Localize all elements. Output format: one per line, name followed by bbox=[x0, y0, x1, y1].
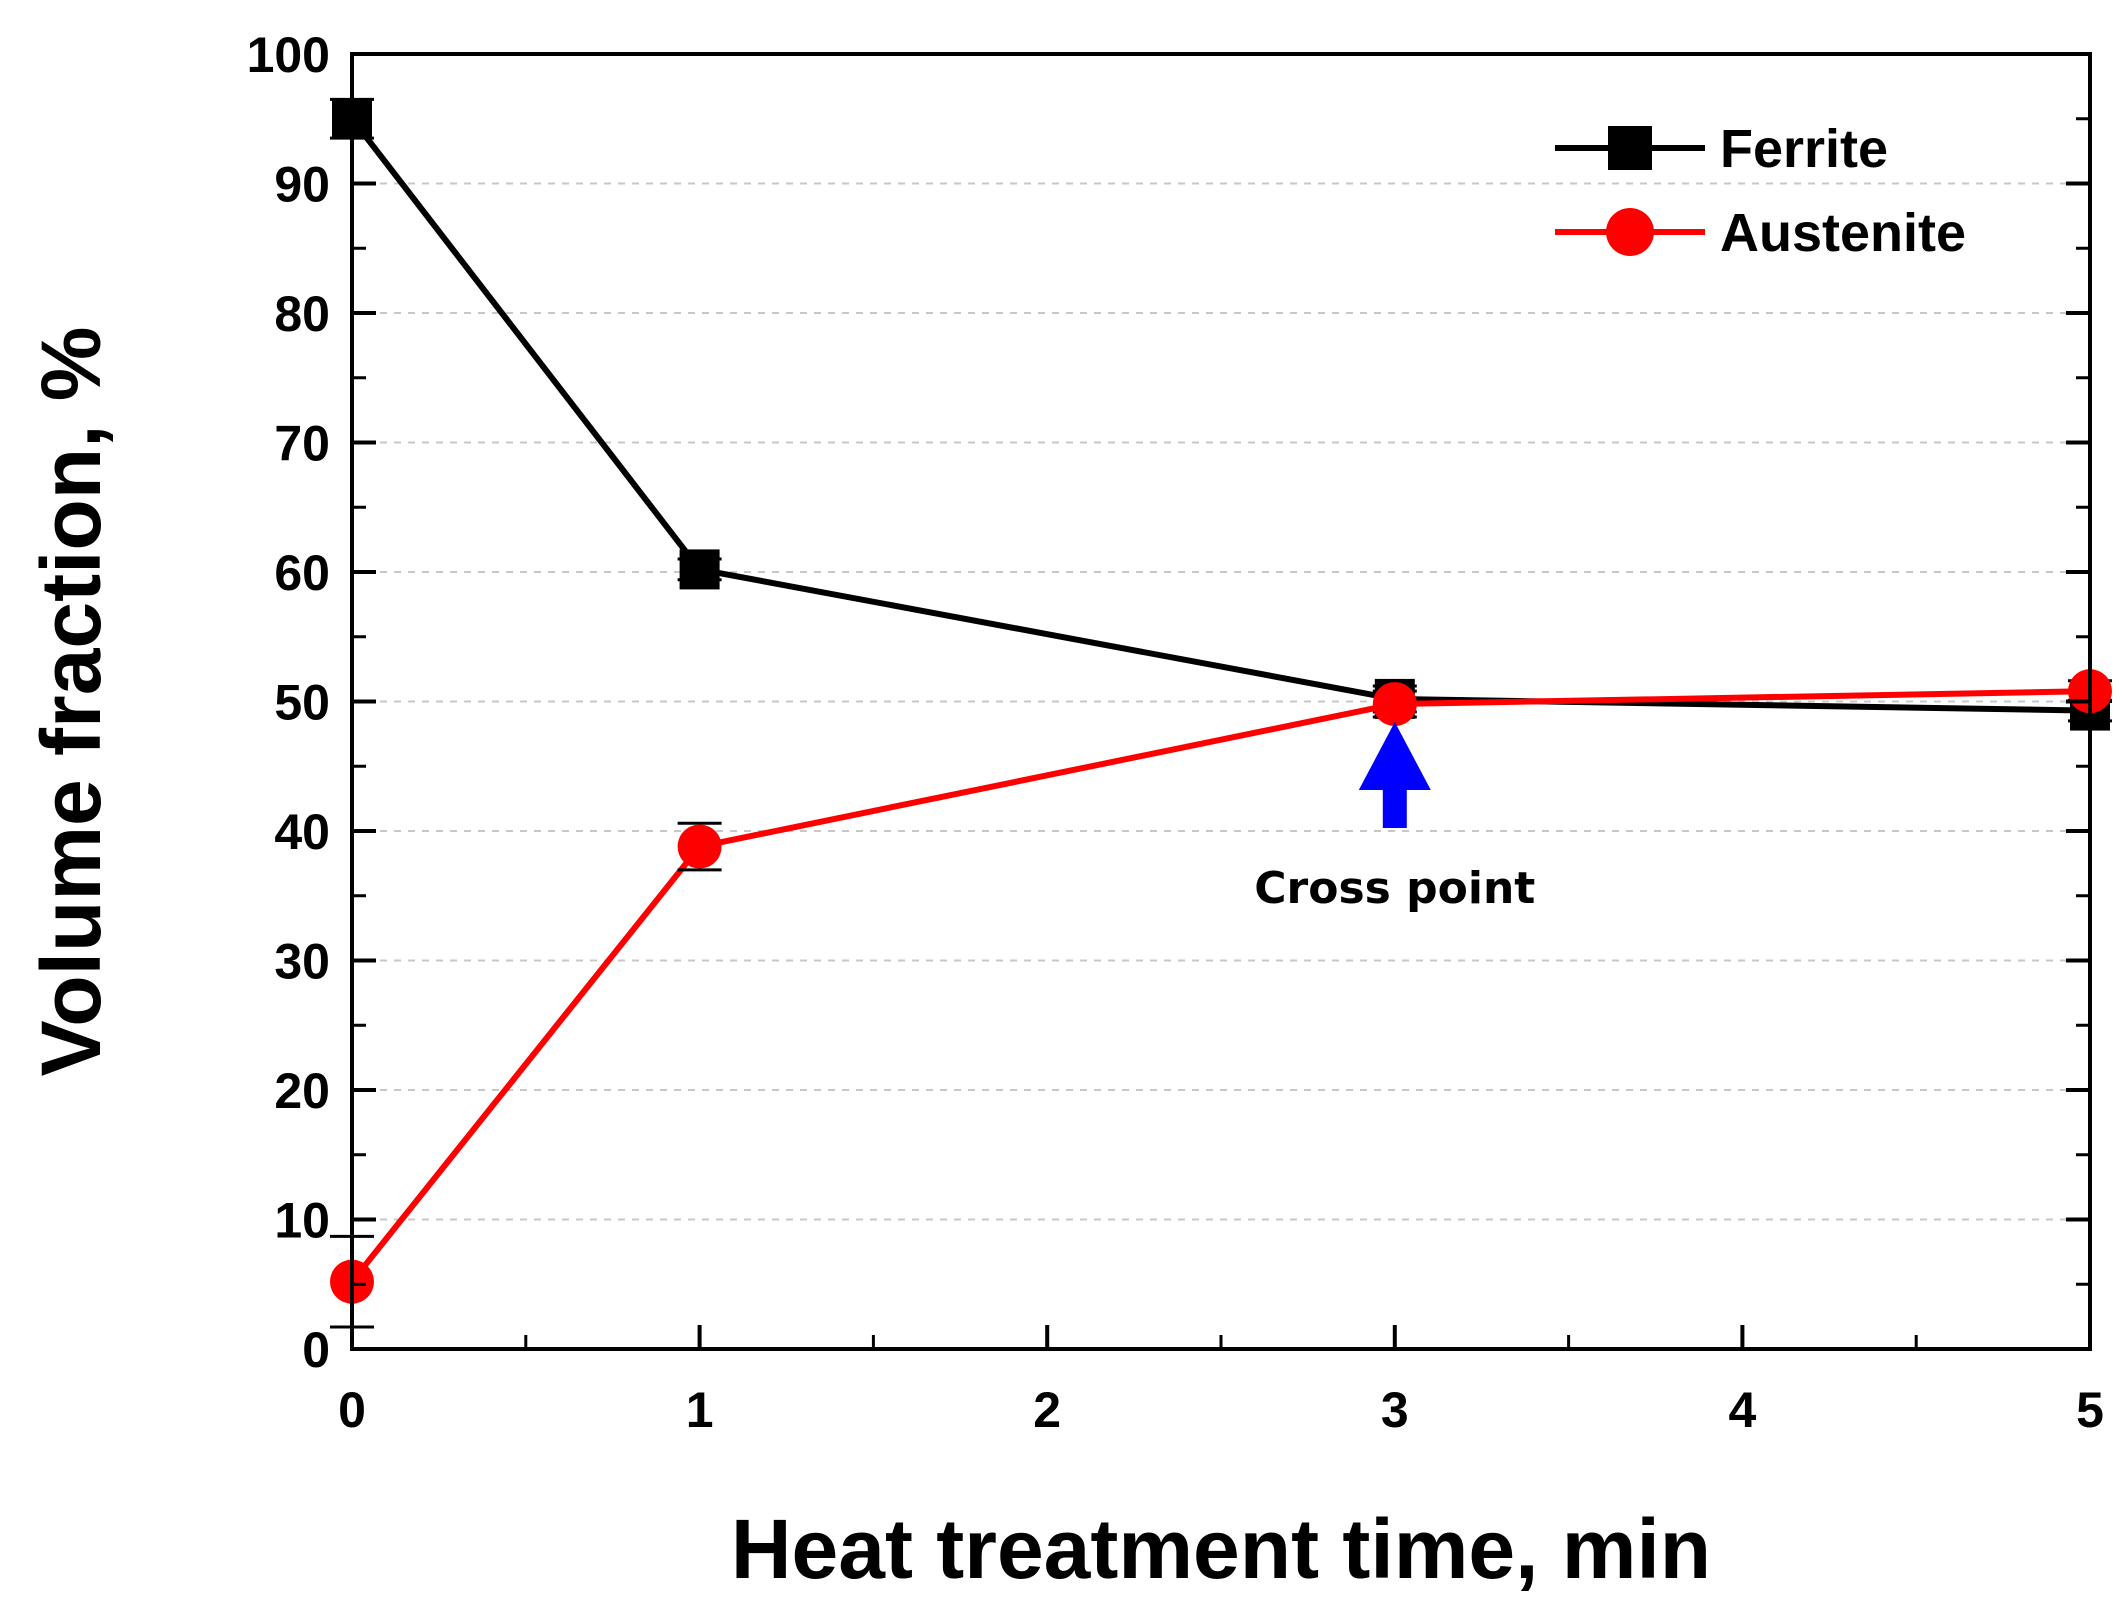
y-tick-label: 100 bbox=[247, 27, 330, 83]
cross-point-label: Cross point bbox=[1254, 863, 1535, 914]
y-tick-label: 30 bbox=[274, 934, 330, 990]
series-layer bbox=[330, 97, 2112, 1329]
cross-point-arrow-shaft bbox=[1382, 788, 1407, 828]
austenite-series-line bbox=[349, 688, 2091, 1284]
y-tick-label: 80 bbox=[274, 286, 330, 342]
austenite-data-point bbox=[677, 824, 722, 869]
x-axis-title: Heat treatment time, min bbox=[731, 1502, 1711, 1596]
legend-austenite-label: Austenite bbox=[1720, 203, 1966, 263]
y-tick-label: 60 bbox=[274, 545, 330, 601]
y-tick-label: 10 bbox=[274, 1193, 330, 1249]
x-tick-label: 0 bbox=[338, 1382, 366, 1438]
cross-point-annotation: Cross point bbox=[1254, 722, 1535, 914]
x-tick-label: 5 bbox=[2076, 1382, 2104, 1438]
x-tick-label: 3 bbox=[1381, 1382, 1409, 1438]
ferrite-data-point bbox=[679, 549, 720, 590]
y-tick-label: 50 bbox=[274, 675, 330, 731]
axis-ticks: 0 10 20 30 40 50 60 70 80 90 100 0 1 2 3 4 5 bbox=[247, 27, 2104, 1438]
y-axis-title: Volume fraction, % bbox=[24, 327, 118, 1077]
cross-point-arrow-icon bbox=[1358, 722, 1431, 790]
x-tick-label: 2 bbox=[1033, 1382, 1061, 1438]
y-tick-label: 70 bbox=[274, 416, 330, 472]
grid-lines bbox=[352, 182, 2090, 1221]
y-tick-label: 40 bbox=[274, 804, 330, 860]
y-tick-label: 90 bbox=[274, 157, 330, 213]
legend-austenite-marker bbox=[1606, 208, 1654, 256]
ferrite-series-line bbox=[349, 116, 2091, 714]
austenite-data-point bbox=[1372, 682, 1417, 727]
y-tick-label: 0 bbox=[302, 1322, 330, 1378]
x-tick-label: 4 bbox=[1728, 1382, 1756, 1438]
x-tick-label: 1 bbox=[686, 1382, 714, 1438]
y-tick-label: 20 bbox=[274, 1063, 330, 1119]
legend-ferrite-marker bbox=[1608, 126, 1652, 170]
legend-ferrite-label: Ferrite bbox=[1720, 119, 1888, 179]
legend: Ferrite Austenite bbox=[1555, 119, 1966, 263]
